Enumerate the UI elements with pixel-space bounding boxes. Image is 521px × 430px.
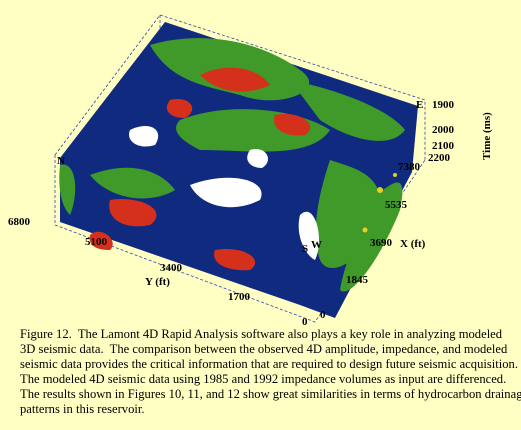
y-tick-label: 1700 xyxy=(228,291,251,303)
time-tick-label: 2000 xyxy=(432,124,455,136)
x-axis: 7380 5535 3690 1845 0 X (ft) xyxy=(320,161,426,321)
x-tick-label: 1845 xyxy=(346,274,369,286)
compass-south: S xyxy=(302,243,308,255)
y-tick-label: 5100 xyxy=(85,236,108,248)
x-tick-label: 5535 xyxy=(385,199,408,211)
y-tick-label: 3400 xyxy=(160,262,183,274)
seismic-surface xyxy=(59,22,418,318)
caption-line: 3D seismic data. The comparison between … xyxy=(20,342,508,356)
x-tick-label: 0 xyxy=(320,309,326,321)
caption-line: patterns in this reservoir. xyxy=(20,402,145,416)
time-tick-label: 2200 xyxy=(428,152,451,164)
compass-west: W xyxy=(311,239,322,251)
x-tick-label: 7380 xyxy=(398,161,421,173)
time-axis-label: Time (ms) xyxy=(481,112,493,160)
x-tick-label: 3690 xyxy=(370,237,393,249)
y-axis-label: Y (ft) xyxy=(145,276,170,288)
caption-line: The modeled 4D seismic data using 1985 a… xyxy=(20,372,506,386)
caption-line: Figure 12. The Lamont 4D Rapid Analysis … xyxy=(20,327,503,341)
y-tick-label: 0 xyxy=(302,316,308,328)
compass: N E S W xyxy=(57,99,423,255)
y-axis: 6800 5100 3400 1700 0 Y (ft) xyxy=(8,216,308,328)
x-axis-label: X (ft) xyxy=(400,238,426,250)
compass-east: E xyxy=(416,99,423,111)
caption-line: The results shown in Figures 10, 11, and… xyxy=(20,387,521,401)
time-tick-label: 1900 xyxy=(432,99,455,111)
time-axis: 1900 2000 2100 2200 Time (ms) xyxy=(428,99,493,164)
caption-line: seismic data provides the critical infor… xyxy=(20,357,518,371)
time-tick-label: 2100 xyxy=(432,140,455,152)
y-tick-label: 6800 xyxy=(8,216,31,228)
caption: Figure 12. The Lamont 4D Rapid Analysis … xyxy=(20,327,521,416)
compass-north: N xyxy=(57,155,65,167)
